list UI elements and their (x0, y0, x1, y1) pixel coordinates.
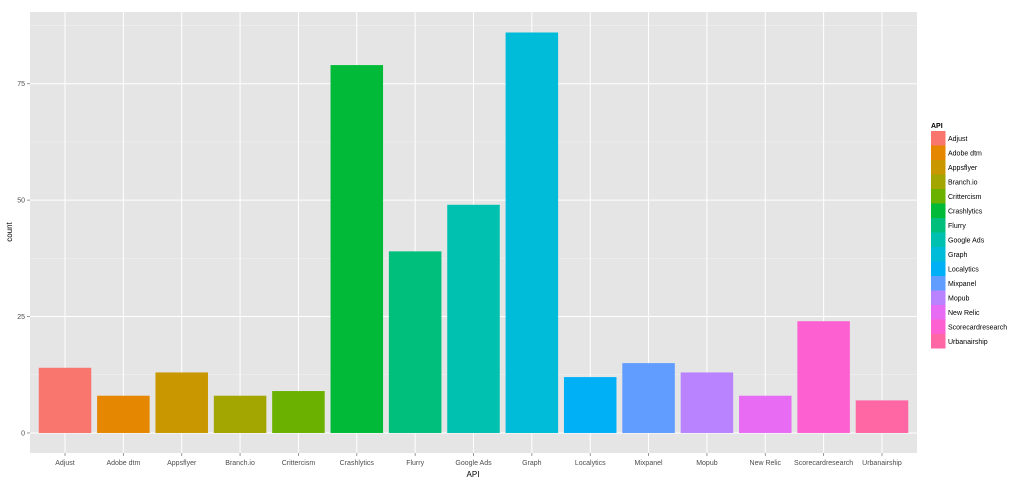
legend-key-flurry (931, 218, 946, 233)
bar-urbanairship (855, 400, 909, 433)
legend-title: API (931, 123, 943, 130)
legend-key-mopub (931, 290, 946, 305)
legend-label: Scorecardresearch (948, 324, 1007, 331)
legend-key-adjust (931, 131, 946, 146)
y-tick-label: 50 (17, 198, 25, 205)
bar-crashlytics (330, 65, 384, 433)
legend-label: Adjust (948, 136, 968, 143)
legend-key-adobe-dtm (931, 145, 946, 160)
y-tick-label: 0 (21, 430, 25, 437)
x-tick-label: Localytics (575, 460, 606, 467)
bar-crittercism (272, 391, 325, 433)
x-tick-label: Google Ads (455, 460, 492, 467)
bar-branch-io (213, 395, 267, 433)
x-tick-label: Branch.io (225, 460, 255, 467)
bar-flurry (388, 251, 442, 433)
legend-label: Flurry (948, 223, 966, 230)
bar-adobe-dtm (97, 395, 150, 433)
x-tick-label: New Relic (750, 460, 782, 467)
x-axis: Adjust Adobe dtm Appsflyer Branch.io Critter… (55, 453, 902, 467)
legend-label: Adobe dtm (948, 150, 982, 157)
legend-label: Appsflyer (948, 165, 978, 172)
x-tick-label: Mixpanel (635, 460, 663, 467)
x-axis-title: API (467, 470, 480, 479)
x-tick-label: Adobe dtm (106, 460, 140, 467)
x-tick-label: Scorecardresearch (794, 460, 853, 467)
legend-key-crashlytics (931, 203, 946, 218)
legend-key-new-relic (931, 305, 946, 320)
x-tick-label: Crashlytics (340, 460, 375, 467)
legend-key-google-ads (931, 232, 946, 247)
bar-scorecardresearch (797, 321, 850, 433)
legend-key-urbanairship (931, 334, 946, 349)
legend-key-graph (931, 247, 946, 262)
y-axis-title: count (5, 221, 14, 241)
x-tick-label: Appsflyer (167, 460, 197, 467)
bar-appsflyer (155, 372, 208, 433)
y-tick-label: 75 (17, 81, 25, 88)
bar-graph (505, 32, 559, 433)
legend-label: Crashlytics (948, 208, 983, 215)
legend-label: Urbanairship (948, 339, 988, 346)
bars (38, 32, 909, 433)
legend-key-branch-io (931, 174, 946, 189)
legend-key-crittercism (931, 189, 946, 204)
bar-new-relic (739, 395, 792, 433)
x-tick-label: Mopub (696, 460, 718, 467)
x-tick-label: Adjust (55, 460, 75, 467)
bar-google-ads (447, 204, 500, 433)
x-tick-label: Crittercism (282, 460, 316, 467)
legend-label: Mixpanel (948, 281, 976, 288)
x-tick-label: Graph (522, 460, 542, 467)
legend-label: Graph (948, 252, 968, 259)
legend-label: Localytics (948, 266, 979, 273)
legend-key-mixpanel (931, 276, 946, 291)
legend-key-scorecardresearch (931, 319, 946, 334)
legend-key-appsflyer (931, 160, 946, 175)
legend-key-localytics (931, 261, 946, 276)
legend-label: Branch.io (948, 179, 978, 186)
x-tick-label: Urbanairship (862, 460, 902, 467)
legend-label: Crittercism (948, 194, 982, 201)
y-tick-label: 25 (17, 314, 25, 321)
bar-mixpanel (622, 363, 675, 433)
legend-items: Adjust Adobe dtm Appsflyer Branch.io Critter… (931, 131, 1007, 349)
y-axis: 0 25 50 75 (17, 81, 30, 437)
x-tick-label: Flurry (406, 460, 424, 467)
legend-label: New Relic (948, 310, 980, 317)
legend-label: Google Ads (948, 237, 985, 244)
bar-localytics (563, 377, 617, 433)
bar-mopub (680, 372, 734, 433)
legend-label: Mopub (948, 295, 970, 302)
legend: API Adjust Adobe dtm Appsflyer Branch.io Cri… (931, 123, 1007, 349)
bar-adjust (38, 367, 92, 433)
